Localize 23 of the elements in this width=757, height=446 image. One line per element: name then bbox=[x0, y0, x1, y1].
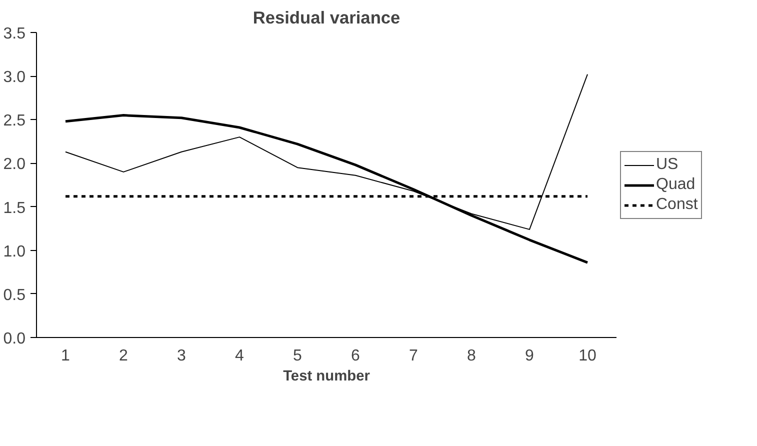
x-tick-label: 2 bbox=[119, 348, 128, 364]
y-tick-label: 2.0 bbox=[3, 156, 26, 174]
x-tick-label: 9 bbox=[525, 348, 534, 364]
legend-label: Quad bbox=[656, 176, 696, 194]
x-tick-label: 8 bbox=[467, 348, 476, 364]
x-tick-label: 6 bbox=[351, 348, 360, 364]
y-tick-label: 0.5 bbox=[3, 286, 26, 304]
x-tick-label: 4 bbox=[235, 348, 244, 364]
x-axis-title: Test number bbox=[283, 368, 370, 384]
y-tick-label: 3.5 bbox=[3, 26, 26, 42]
y-tick-label: 1.5 bbox=[3, 200, 26, 217]
chart-title: Residual variance bbox=[252, 8, 401, 28]
x-tick-label: 3 bbox=[177, 348, 186, 364]
x-tick-label: 10 bbox=[578, 348, 596, 364]
x-tick-label: 5 bbox=[293, 348, 302, 364]
y-tick-label: 3.0 bbox=[3, 69, 26, 86]
y-tick-label: 1.0 bbox=[3, 243, 26, 260]
legend-label: US bbox=[656, 156, 678, 174]
x-tick-label: 7 bbox=[409, 348, 418, 364]
x-tick-label: 1 bbox=[61, 348, 70, 364]
legend-label: Const bbox=[656, 196, 698, 214]
y-tick-label: 0.0 bbox=[3, 330, 26, 348]
y-tick-label: 2.5 bbox=[3, 112, 26, 130]
